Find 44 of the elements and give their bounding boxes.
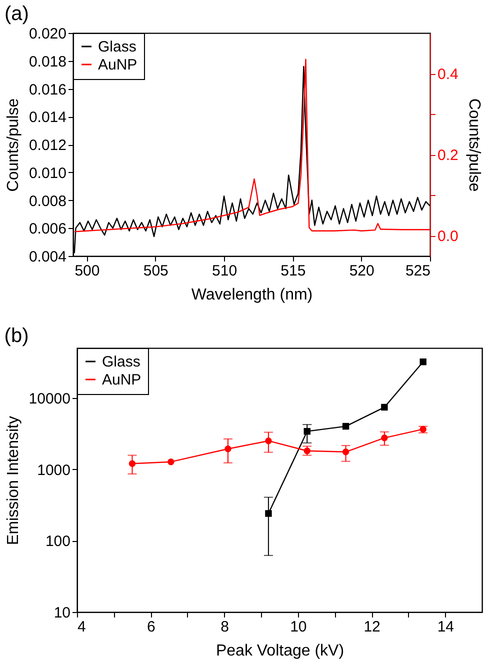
y2-tick-label: 0.2 xyxy=(438,147,458,164)
legend-label: Glass xyxy=(98,38,136,56)
y-tick-label: 1000 xyxy=(37,462,70,479)
x-tick-label: 6 xyxy=(146,618,156,636)
x-tick-label: 4 xyxy=(78,618,86,636)
x-tick-label: 505 xyxy=(143,262,168,280)
chart-title: (b) xyxy=(4,325,29,347)
x-tick-label: 510 xyxy=(212,262,238,280)
x-tick-label: 515 xyxy=(280,262,306,280)
y-tick-label: 0.010 xyxy=(28,164,66,182)
point xyxy=(168,458,174,466)
point xyxy=(420,358,426,366)
legend-label: Glass xyxy=(102,354,140,370)
y-tick-label: 0.020 xyxy=(28,26,66,42)
x-tick-label: 12 xyxy=(364,618,380,636)
y2-axis-title: Counts/pulse xyxy=(465,98,482,192)
y-tick-label: 0.004 xyxy=(28,248,66,266)
y-tick-label: 100 xyxy=(45,533,70,550)
x-tick-label: 520 xyxy=(349,262,374,280)
y-tick-label: 0.018 xyxy=(28,53,66,70)
point xyxy=(381,404,388,411)
y-tick-label: 10000 xyxy=(28,390,70,408)
y2-tick-label: 0.0 xyxy=(438,228,458,246)
y-tick-label: 10 xyxy=(54,604,70,622)
x-tick-label: 10 xyxy=(290,618,307,636)
legend-label: AuNP xyxy=(102,372,142,388)
x-axis-title: Wavelength (nm) xyxy=(191,286,313,304)
y-tick-label: 0.012 xyxy=(28,137,66,154)
x-tick-label: 500 xyxy=(74,262,100,280)
legend-label: AuNP xyxy=(98,56,138,74)
y-tick-label: 0.006 xyxy=(28,220,66,238)
y-tick-label: 0.014 xyxy=(28,109,66,126)
x-tick-label: 8 xyxy=(220,618,229,636)
x-tick-label: 525 xyxy=(405,262,430,280)
y-axis-title: Emission Intensity xyxy=(4,416,22,545)
y-tick-label: 0.008 xyxy=(28,192,66,210)
point xyxy=(265,510,272,517)
y2-tick-label: 0.4 xyxy=(438,66,458,84)
y-axis-title: Counts/pulse xyxy=(4,98,22,192)
x-axis-title: Peak Voltage (kV) xyxy=(216,642,344,660)
y-tick-label: 0.016 xyxy=(28,81,66,98)
chart-title: (a) xyxy=(4,3,29,25)
point xyxy=(342,422,350,430)
x-tick-label: 14 xyxy=(437,618,454,636)
